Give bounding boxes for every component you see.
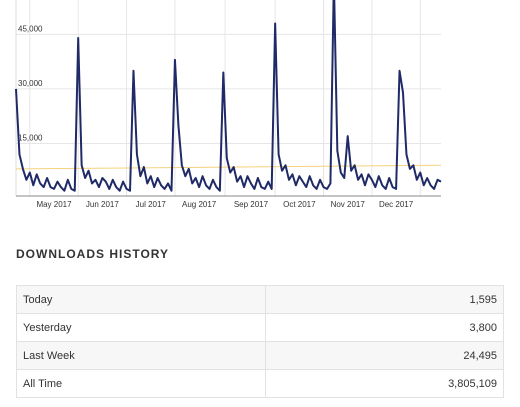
x-tick-label: Aug 2017 [182,200,217,209]
row: All Time 3,805,109 [16,369,505,398]
x-tick-label: Nov 2017 [331,200,366,209]
y-tick-label: 15,000 [18,133,43,142]
history-table: Today 1,595 Yesterday 3,800 Last Week 24,49… [16,285,505,398]
row: Last Week 24,495 [16,341,505,370]
label: All Time [16,369,266,398]
label: Last Week [16,341,266,370]
x-tick-label: Jul 2017 [136,200,167,209]
value: 3,805,109 [264,369,505,398]
y-tick-label: 30,000 [18,79,43,88]
x-tick-label: Oct 2017 [283,200,316,209]
series-line [15,0,442,192]
value: 3,800 [264,313,505,342]
x-tick-label: Dec 2017 [379,200,414,209]
chart: 15,000 30,000 45,000 May 2017 Jun 2017 Jul 20… [15,0,442,209]
row: Today 1,595 [16,285,505,314]
label: Today [16,285,266,314]
value: 1,595 [264,285,505,314]
section-title: DOWNLOADS HISTORY [16,247,170,261]
value: 24,495 [264,341,505,370]
label: Yesterday [16,313,266,342]
x-tick-label: Jun 2017 [86,200,119,209]
x-tick-label: Sep 2017 [234,200,269,209]
row: Yesterday 3,800 [16,313,505,342]
y-tick-label: 45,000 [18,24,43,33]
x-tick-label: May 2017 [36,200,72,209]
